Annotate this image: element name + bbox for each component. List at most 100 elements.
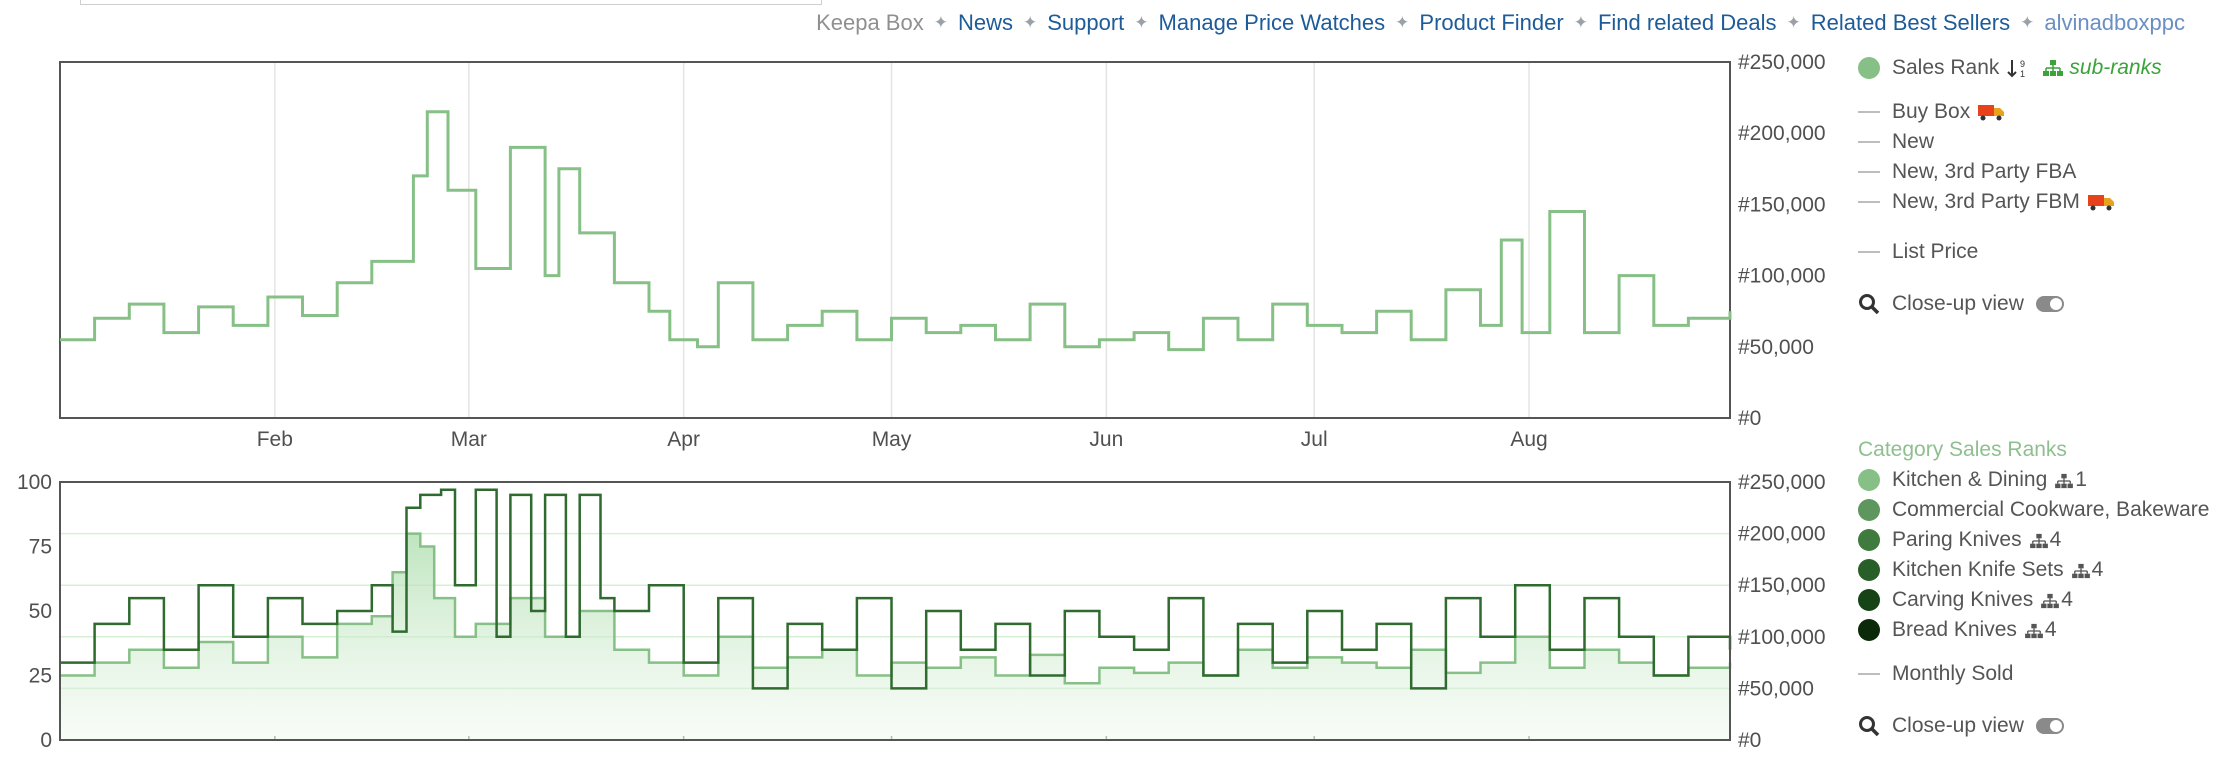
y-tick-label: #0	[1738, 407, 1761, 430]
x-tick-label: May	[872, 428, 912, 451]
category-count: 4	[2049, 528, 2062, 551]
category-label: Paring Knives	[1892, 528, 2022, 551]
legend-sales-rank[interactable]: Sales Rank 9 1 sub-ranks	[1858, 56, 2162, 80]
legend-list-price[interactable]: List Price	[1858, 240, 1978, 264]
closeup-toggle[interactable]	[2035, 718, 2064, 734]
nav-item-related-best-sellers[interactable]: Related Best Sellers	[1810, 10, 2011, 35]
legend-sales-rank-label: Sales Rank	[1892, 56, 2000, 79]
monthly-sold-line	[1858, 673, 1880, 675]
x-tick-label: Jul	[1301, 428, 1328, 451]
category-count: 4	[2091, 558, 2104, 581]
legend-category-4[interactable]: Carving Knives 4	[1858, 588, 2073, 612]
category-label: Kitchen Knife Sets	[1892, 558, 2064, 581]
plot-frame	[59, 61, 1731, 419]
nav-separator-icon: ✦	[1395, 13, 1410, 32]
y-tick-label-right: #200,000	[1738, 523, 1826, 546]
legend-category-1[interactable]: Commercial Cookware, Bakeware	[1858, 498, 2209, 522]
y-tick-label: #150,000	[1738, 193, 1826, 216]
legend-new-fba-label: New, 3rd Party FBA	[1892, 160, 2077, 183]
legend-category-0[interactable]: Kitchen & Dining 1	[1858, 468, 2087, 492]
legend-category-2[interactable]: Paring Knives 4	[1858, 528, 2061, 552]
y-tick-label-left: 100	[17, 471, 52, 494]
closeup-view-top[interactable]: Close-up view	[1858, 292, 2064, 316]
category-count: 1	[2075, 468, 2087, 491]
legend-monthly-sold[interactable]: Monthly Sold	[1858, 662, 2013, 686]
category-dot	[1858, 469, 1880, 491]
category-label: Commercial Cookware, Bakeware	[1892, 498, 2210, 521]
category-label: Bread Knives	[1892, 618, 2017, 641]
legend-category-5[interactable]: Bread Knives 4	[1858, 618, 2057, 642]
category-dot	[1858, 559, 1880, 581]
area-fill-kitchen-dining	[60, 533, 1730, 740]
legend-list-price-label: List Price	[1892, 240, 1979, 263]
new-fba-line	[1858, 171, 1880, 173]
series-line-sales-rank	[60, 110, 1732, 352]
nav-item-product-finder[interactable]: Product Finder	[1419, 10, 1564, 35]
nav-item-support[interactable]: Support	[1047, 10, 1125, 35]
legend-new-label: New	[1892, 130, 1935, 153]
magnifier-icon	[1859, 716, 1880, 737]
y-tick-label: #50,000	[1738, 336, 1814, 359]
nav-item-alvinadboxppc[interactable]: alvinadboxppc	[2044, 10, 2185, 35]
sort-numeric-icon[interactable]: 9 1	[2007, 57, 2031, 79]
subranks-link[interactable]: sub-ranks	[2069, 56, 2162, 79]
series-line-commercial-cookware	[60, 488, 1732, 690]
nav-separator-icon: ✦	[2020, 13, 2035, 32]
legend-new-fbm-label: New, 3rd Party FBM	[1892, 190, 2080, 213]
top-navigation: Keepa Box ✦ News ✦ Support ✦ Manage Price Watc…	[816, 10, 2185, 36]
sales-rank-dot	[1858, 57, 1880, 79]
truck-icon	[2087, 195, 2114, 211]
y-tick-label-right: #250,000	[1738, 471, 1826, 494]
x-tick-label: Jun	[1089, 428, 1123, 451]
y-tick-label: #250,000	[1738, 51, 1826, 74]
nav-item-keepa-box[interactable]: Keepa Box	[816, 10, 924, 35]
nav-separator-icon: ✦	[1573, 13, 1588, 32]
y-tick-label: #200,000	[1738, 122, 1826, 145]
category-label: Kitchen & Dining	[1892, 468, 2048, 491]
y-tick-label-left: 50	[29, 600, 52, 623]
sitemap-icon	[2055, 470, 2074, 491]
category-sales-ranks-title: Category Sales Ranks	[1858, 438, 2067, 461]
nav-item-find-related-deals[interactable]: Find related Deals	[1597, 10, 1777, 35]
nav-separator-icon: ✦	[1022, 13, 1038, 32]
legend-category-3[interactable]: Kitchen Knife Sets 4	[1858, 558, 2103, 582]
search-input-partial[interactable]	[80, 0, 822, 5]
closeup-label: Close-up view	[1892, 714, 2024, 737]
closeup-view-bottom[interactable]: Close-up view	[1858, 714, 2064, 738]
closeup-toggle[interactable]	[2035, 296, 2064, 312]
x-tick-label: Mar	[451, 428, 487, 451]
category-count: 4	[2044, 618, 2057, 641]
list-price-line	[1858, 251, 1880, 253]
y-tick-label-left: 25	[29, 665, 52, 688]
nav-separator-icon: ✦	[933, 13, 948, 32]
nav-item-news[interactable]: News	[957, 10, 1013, 35]
category-label: Carving Knives	[1892, 588, 2034, 611]
new-fbm-line	[1858, 201, 1880, 203]
x-tick-label: Apr	[667, 428, 700, 451]
sitemap-icon	[2043, 60, 2064, 76]
x-tick-label: Aug	[1510, 428, 1547, 451]
y-tick-label-right: #150,000	[1738, 574, 1826, 597]
nav-item-manage-price-watches[interactable]: Manage Price Watches	[1158, 10, 1386, 35]
legend-new[interactable]: New	[1858, 130, 1934, 154]
nav-separator-icon: ✦	[1134, 13, 1149, 32]
category-count: 4	[2061, 588, 2073, 611]
category-dot	[1858, 589, 1880, 611]
y-tick-label-right: #50,000	[1738, 677, 1814, 700]
legend-buy-box[interactable]: Buy Box	[1858, 100, 2005, 124]
legend-new-fbm[interactable]: New, 3rd Party FBM	[1858, 190, 2114, 214]
category-dot	[1858, 619, 1880, 641]
y-tick-label-left: 75	[29, 536, 52, 559]
sitemap-icon	[2041, 590, 2060, 611]
plot-frame	[59, 481, 1731, 741]
category-dot	[1858, 529, 1880, 551]
legend-monthly-sold-label: Monthly Sold	[1892, 662, 2014, 685]
sitemap-icon	[2029, 530, 2048, 551]
y-tick-label-left: 0	[40, 729, 52, 752]
legend-new-fba[interactable]: New, 3rd Party FBA	[1858, 160, 2076, 184]
y-tick-label-right: #100,000	[1738, 626, 1826, 649]
svg-text:9: 9	[2020, 59, 2025, 69]
x-tick-label: Feb	[257, 428, 293, 451]
buy-box-line	[1858, 111, 1880, 113]
